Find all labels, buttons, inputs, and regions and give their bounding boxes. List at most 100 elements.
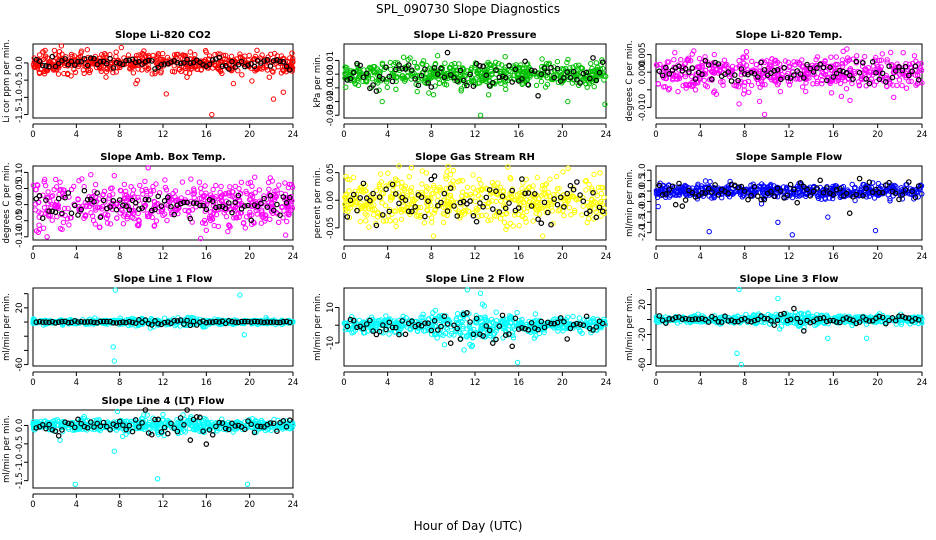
data-point [573,62,579,69]
reference-point [876,76,883,83]
y-tick-label: 1.0 [638,163,648,177]
data-point [464,192,470,199]
data-point [370,324,376,331]
data-point [438,186,444,193]
data-point [722,62,729,68]
data-point [864,67,870,74]
outlier-point [163,91,170,97]
reference-point [899,192,906,198]
reference-point [830,192,837,198]
reference-point [577,192,583,198]
data-point [136,218,142,224]
data-point [432,323,438,329]
data-point [523,176,529,183]
reference-point [181,321,187,327]
data-point [539,182,546,189]
data-point [441,81,448,87]
reference-point [100,197,107,204]
data-point [429,191,435,197]
data-point [470,172,476,178]
data-point [393,223,399,230]
reference-point [238,318,245,325]
data-point [36,70,43,77]
data-point [598,190,604,197]
y-tick-label: -0.05 [15,210,25,232]
x-tick-label: 8 [429,130,434,140]
data-point [221,210,227,216]
data-point [118,44,125,51]
data-point [202,220,209,227]
x-tick-label: 12 [158,378,169,388]
reference-point [270,57,277,64]
data-point [530,183,536,189]
reference-point [283,200,290,206]
data-point [666,85,673,92]
reference-point [705,62,712,68]
data-point [99,203,106,210]
data-point [135,194,141,201]
reference-point [814,185,820,191]
data-point [191,188,197,194]
reference-point [682,197,689,203]
data-point [566,204,573,211]
data-point [219,192,226,198]
data-point [185,314,191,321]
data-point [97,204,103,211]
data-point [559,325,566,331]
panel-title: Slope Li-820 CO2 [115,30,211,41]
data-point [682,73,689,80]
data-point [762,59,768,65]
reference-point [483,194,490,201]
y-tick-label: 0.05 [15,179,25,198]
data-point [35,182,41,189]
data-point [791,59,797,65]
data-point [464,316,470,322]
reference-point [213,204,219,211]
data-point [449,61,455,68]
reference-point [506,200,512,206]
data-point [593,209,599,215]
reference-point [49,208,56,215]
data-point [414,88,420,95]
reference-point [467,71,473,78]
reference-point [136,206,142,212]
data-point [129,214,135,221]
reference-point [551,74,558,81]
data-point [806,75,812,81]
data-point [833,54,839,60]
reference-point [209,319,216,325]
reference-point [165,194,171,201]
data-point [874,61,880,68]
data-point [33,187,39,193]
data-point [370,63,377,70]
data-point [759,82,765,88]
data-point [911,53,918,59]
reference-point [280,318,287,325]
data-point [373,188,379,194]
data-point [441,320,447,326]
data-point [227,184,233,190]
reference-point [544,209,551,216]
reference-point [761,196,768,203]
data-point [32,207,39,213]
data-point [523,219,529,225]
reference-point [840,193,847,199]
reference-point [502,74,509,81]
data-point [383,218,389,224]
reference-point [702,57,709,64]
outlier-point [477,112,484,119]
data-point [147,191,154,197]
reference-point [669,183,676,190]
reference-point [837,185,843,192]
y-tick-label: -0.5 [15,72,25,89]
data-point [507,323,513,329]
x-tick-label: 24 [917,252,928,262]
data-point [390,70,396,77]
data-point [288,182,295,188]
data-point [247,192,254,199]
reference-point [379,76,386,82]
outlier-point [565,98,571,105]
data-point [520,213,526,219]
data-point [61,205,68,212]
